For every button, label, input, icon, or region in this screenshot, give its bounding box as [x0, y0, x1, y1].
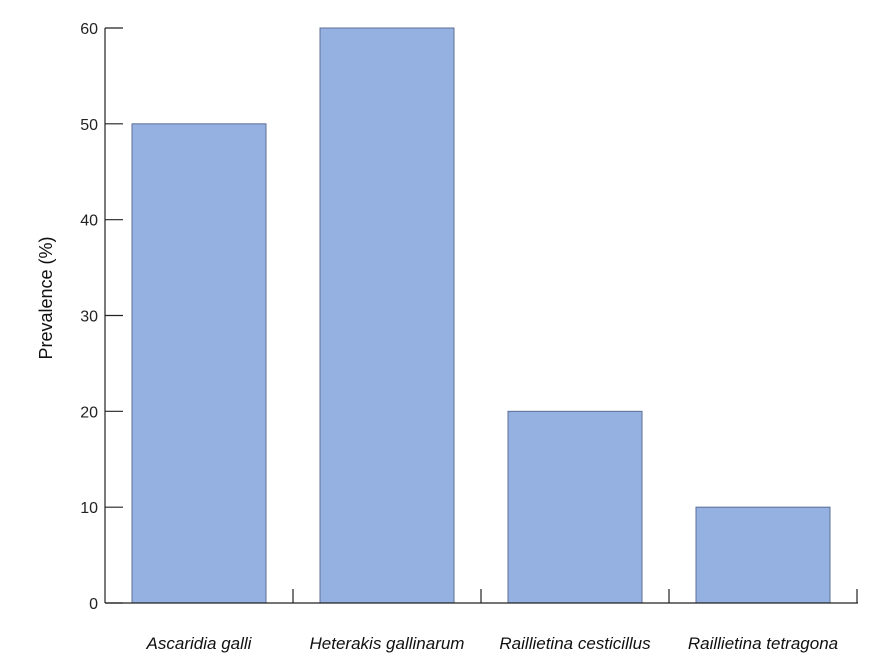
bar — [507, 410, 643, 604]
y-axis-title: Prevalence (%) — [36, 236, 56, 359]
bar — [319, 27, 455, 604]
y-tick-label: 20 — [80, 404, 98, 421]
y-axis: 0 10 20 30 40 50 60 — [80, 21, 123, 613]
x-tick-label: Ascaridia galli — [146, 634, 253, 653]
bar — [695, 506, 831, 604]
x-axis: Ascaridia galli Heterakis gallinarum Raill… — [105, 589, 858, 653]
y-tick-label: 60 — [80, 21, 98, 38]
y-tick-label: 30 — [80, 309, 98, 326]
x-tick-label: Heterakis gallinarum — [310, 634, 465, 653]
y-tick-label: 40 — [80, 213, 98, 230]
y-tick-label: 0 — [89, 596, 98, 613]
y-tick-label: 50 — [80, 117, 98, 134]
bars-group — [131, 27, 831, 604]
bar — [131, 123, 267, 604]
x-tick-label: Raillietina tetragona — [688, 634, 838, 653]
y-tick-label: 10 — [80, 500, 98, 517]
x-tick-label: Raillietina cesticillus — [499, 634, 651, 653]
